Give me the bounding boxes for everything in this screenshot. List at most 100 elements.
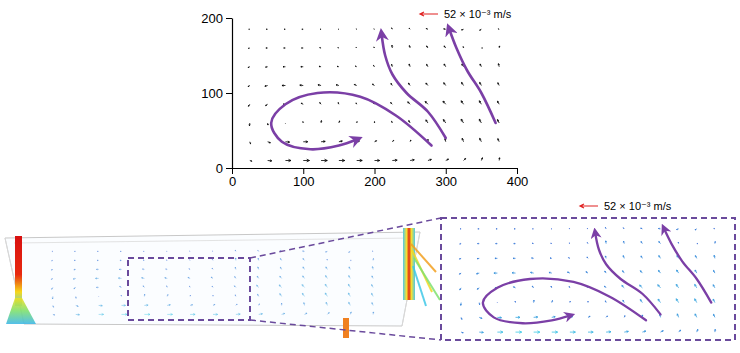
velocity-vector xyxy=(268,142,271,143)
inset-vector xyxy=(477,288,479,289)
velocity-vector xyxy=(285,141,289,143)
inset-vector xyxy=(695,229,697,230)
inset-vector xyxy=(460,303,461,306)
tick-label: 100 xyxy=(293,174,315,189)
inset-vector xyxy=(478,228,479,230)
velocity-vector xyxy=(461,82,463,85)
velocity-vector xyxy=(320,29,321,30)
velocity-vector xyxy=(357,141,360,142)
simulated-vector xyxy=(236,304,237,305)
simulated-vector xyxy=(236,313,240,315)
inset-vector xyxy=(695,284,697,287)
inset-vector xyxy=(516,331,522,334)
velocity-vector xyxy=(282,85,285,87)
inset-vector xyxy=(497,302,498,303)
inset-vector xyxy=(677,314,679,317)
velocity-vector xyxy=(301,66,303,67)
inset-vector xyxy=(497,331,503,333)
tick-mark xyxy=(517,168,518,174)
velocity-vector xyxy=(464,158,466,160)
velocity-vector xyxy=(461,119,463,123)
stopper-fan xyxy=(411,244,436,272)
inset-vector xyxy=(677,228,679,230)
velocity-vector xyxy=(338,29,340,30)
simulated-vector xyxy=(73,278,75,279)
simulated-vector xyxy=(302,285,304,288)
inset-vector xyxy=(642,331,645,333)
inset-vector xyxy=(641,256,642,258)
inset-vector xyxy=(678,242,680,243)
inset-vector xyxy=(551,243,552,244)
velocity-vector xyxy=(249,142,251,144)
velocity-vector xyxy=(355,103,357,104)
inset-vector xyxy=(623,241,624,243)
tick: 400 xyxy=(507,168,529,189)
zoom-region xyxy=(128,258,250,320)
inset-frame xyxy=(441,218,735,340)
simulated-vector xyxy=(190,304,192,305)
velocity-vector xyxy=(337,66,339,68)
plot-area xyxy=(248,28,500,162)
inset-streamline xyxy=(595,233,660,314)
velocity-vector xyxy=(426,83,428,85)
simulated-vector xyxy=(211,277,213,278)
inset-vector xyxy=(605,256,606,258)
simulated-vector xyxy=(52,260,53,262)
simulated-vector xyxy=(372,285,374,288)
inset-vector xyxy=(586,272,588,273)
simulated-vector xyxy=(96,286,98,288)
velocity-vector xyxy=(443,120,445,123)
simulated-vector xyxy=(372,267,373,270)
inset-vector xyxy=(714,242,716,244)
simulated-vector xyxy=(257,285,259,287)
velocity-vector xyxy=(409,64,410,67)
velocity-vector xyxy=(355,47,357,49)
stopper-jet xyxy=(403,228,415,300)
tick: 100 xyxy=(293,168,315,189)
inset-vector xyxy=(533,228,534,229)
reference-arrow xyxy=(580,204,598,208)
velocity-vector xyxy=(338,103,340,105)
inset-vector xyxy=(587,228,589,229)
tundish-outline xyxy=(5,232,420,326)
velocity-vector xyxy=(373,47,375,48)
simulated-vector xyxy=(349,302,351,305)
simulated-vector xyxy=(350,312,351,314)
simulated-vector xyxy=(304,303,305,306)
inset-vector xyxy=(714,255,715,258)
velocity-vector xyxy=(248,104,249,106)
inset-vector xyxy=(550,257,552,259)
inset-streamline xyxy=(483,278,646,323)
velocity-vector xyxy=(373,65,374,66)
tick-label: 0 xyxy=(229,174,236,189)
velocity-vector xyxy=(336,84,339,85)
inset-vector xyxy=(514,301,516,302)
simulated-vector xyxy=(327,313,329,315)
velocity-vector xyxy=(462,138,464,141)
velocity-vector xyxy=(320,47,321,49)
simulated-vector xyxy=(143,259,144,261)
velocity-vector xyxy=(318,84,321,85)
velocity-vector xyxy=(374,122,376,123)
inlet-jet xyxy=(6,298,36,324)
simulated-vector xyxy=(96,268,98,270)
simulated-vector xyxy=(326,267,328,269)
velocity-vector xyxy=(392,159,397,161)
inset-vector xyxy=(460,288,461,290)
velocity-vector xyxy=(480,82,482,85)
inset-vector xyxy=(623,271,625,273)
simulated-vector xyxy=(190,295,192,296)
velocity-vector xyxy=(372,84,374,85)
inset-vector xyxy=(623,300,624,302)
x-axis: 0100200300400 xyxy=(229,168,528,189)
inset-vector xyxy=(713,314,714,317)
velocity-vector xyxy=(266,47,268,49)
inset-vector xyxy=(605,301,607,303)
reference-label: 52 × 10⁻³ m/s xyxy=(604,200,672,212)
inset-vector xyxy=(460,228,461,229)
simulated-vector xyxy=(143,286,144,288)
simulated-vector xyxy=(326,251,328,253)
simulated-vector xyxy=(52,305,54,307)
velocity-vector xyxy=(321,141,325,143)
simulated-vector xyxy=(76,305,78,306)
